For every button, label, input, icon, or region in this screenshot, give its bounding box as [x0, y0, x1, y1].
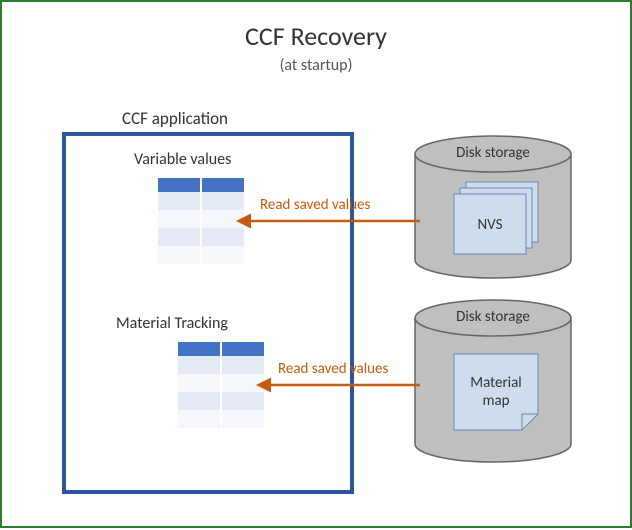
mini-table-variable-values	[157, 178, 245, 264]
section-label-material-tracking: Material Tracking	[116, 314, 228, 333]
svg-text:Material: Material	[470, 374, 522, 392]
mini-table-material-tracking	[177, 342, 265, 428]
section-label-variable-values: Variable values	[134, 150, 231, 169]
disk-label-1: Disk storage	[415, 308, 571, 326]
diagram-subtitle: (at startup)	[2, 56, 630, 75]
arrow-label-0: Read saved values	[260, 196, 370, 214]
svg-text:map: map	[482, 392, 509, 410]
disk-label-0: Disk storage	[415, 144, 571, 162]
app-label: CCF application	[122, 108, 228, 129]
diagram-title: CCF Recovery	[2, 20, 630, 52]
arrow-label-1: Read saved values	[278, 360, 388, 378]
diagram-canvas: CCF Recovery (at startup) CCF applicatio…	[0, 0, 632, 528]
svg-text:NVS: NVS	[478, 216, 503, 234]
